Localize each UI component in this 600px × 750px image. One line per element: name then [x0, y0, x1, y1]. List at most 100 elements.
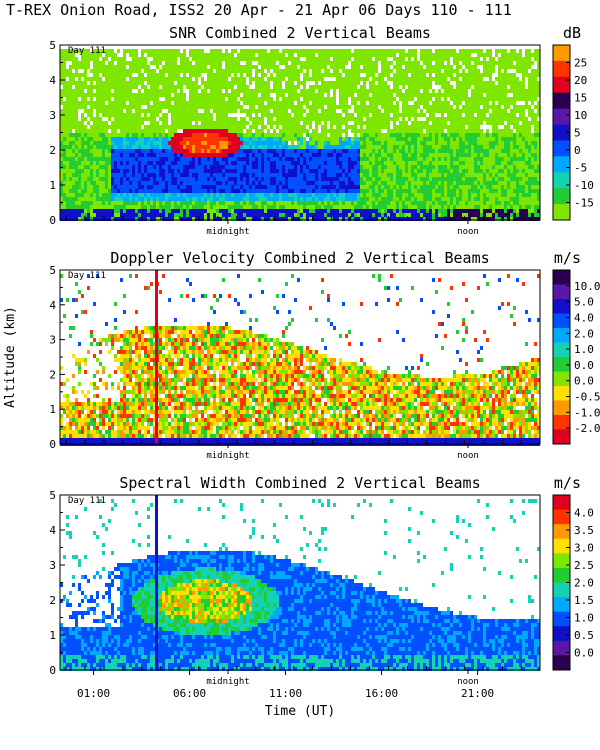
heatmap-cells — [60, 49, 540, 221]
colorbar-segment — [553, 328, 570, 343]
colorbar-segment — [553, 415, 570, 430]
colorbar-tick-label: 4.0 — [574, 507, 594, 520]
colorbar-tick-label: 0.0 — [574, 647, 594, 660]
colorbar-segment — [553, 386, 570, 401]
y-tick-label: 0 — [49, 664, 56, 677]
colorbar-segment — [553, 124, 570, 141]
colorbar-segment — [553, 92, 570, 110]
y-tick-label: 3 — [49, 559, 56, 572]
colorbar: 10.0 5.0 4.0 2.0 1.0 0.0 0.0 -0.5 -1.0 -2.0 — [552, 269, 600, 445]
y-tick-label: 0 — [49, 438, 56, 451]
units-label: dB — [563, 24, 581, 42]
colorbar-tick-label: -2.0 — [574, 422, 600, 435]
colorbar-segment — [553, 524, 570, 540]
colorbar-segment — [553, 582, 570, 598]
colorbar-segment — [553, 371, 570, 387]
colorbar-tick-label: 10.0 — [574, 280, 600, 293]
y-tick-label: 1 — [49, 629, 56, 642]
colorbar-tick-label: 5.0 — [574, 296, 594, 309]
colorbar-tick-label: 15 — [574, 92, 587, 105]
marker-label: noon — [457, 451, 479, 461]
y-tick-label: 0 — [49, 214, 56, 227]
colorbar-tick-label: 1.5 — [574, 594, 594, 607]
colorbar-segment — [553, 429, 570, 445]
colorbar-tick-label: -5 — [574, 162, 587, 175]
y-tick-label: 4 — [49, 524, 56, 537]
colorbar-tick-label: 1.0 — [574, 612, 594, 625]
x-tick-label: 16:00 — [365, 687, 398, 700]
colorbar-tick-label: 25 — [574, 57, 587, 70]
colorbar-segment — [553, 626, 570, 642]
y-tick-label: 2 — [49, 594, 56, 607]
y-tick-label: 2 — [49, 368, 56, 381]
colorbar-segment — [553, 342, 570, 358]
colorbar-tick-label: 0.0 — [574, 375, 594, 388]
units-label: m/s — [554, 474, 581, 492]
colorbar-tick-label: 2.0 — [574, 327, 594, 340]
colorbar-tick-label: 0.5 — [574, 629, 594, 642]
colorbar-segment — [553, 45, 570, 62]
colorbar: 25 20 15 10 5 0 -5 -10 -15 — [552, 44, 594, 221]
colorbar-segment — [553, 640, 570, 656]
colorbar-segment — [553, 140, 570, 157]
y-tick-label: 3 — [49, 334, 56, 347]
colorbar-tick-label: 20 — [574, 74, 587, 87]
colorbar-tick-label: 10 — [574, 109, 587, 122]
colorbar-tick-label: -15 — [574, 197, 594, 210]
panel-title: Doppler Velocity Combined 2 Vertical Bea… — [110, 249, 489, 267]
day-label: Day 111 — [68, 46, 106, 56]
colorbar-segment — [553, 156, 570, 173]
colorbar-tick-label: -0.5 — [574, 391, 600, 404]
panel-title: Spectral Width Combined 2 Vertical Beams — [119, 474, 480, 492]
colorbar-segment — [553, 313, 570, 329]
colorbar-segment — [553, 567, 570, 583]
colorbar-tick-label: 4.0 — [574, 311, 594, 324]
colorbar-tick-label: 0 — [574, 144, 581, 157]
colorbar-segment — [553, 188, 570, 205]
colorbar-segment — [553, 553, 570, 569]
panel-title: SNR Combined 2 Vertical Beams — [169, 24, 431, 42]
y-tick-label: 3 — [49, 109, 56, 122]
x-tick-label: 01:00 — [77, 687, 110, 700]
main-title: T-REX Onion Road, ISS2 20 Apr - 21 Apr 0… — [6, 1, 512, 19]
x-axis-label: Time (UT) — [265, 704, 335, 719]
colorbar-tick-label: 1.0 — [574, 343, 594, 356]
panels-group: SNR Combined 2 Vertical Beams dB 0 1 2 3 4 5 Day… — [3, 24, 600, 719]
x-tick-label: 21:00 — [461, 687, 494, 700]
colorbar-segment — [553, 284, 570, 300]
panel-1: SNR Combined 2 Vertical Beams dB 0 1 2 3 4 5 Day… — [49, 24, 594, 237]
y-tick-label: 5 — [49, 39, 56, 52]
colorbar-segment — [553, 509, 570, 525]
colorbar-segment — [553, 400, 570, 416]
day-label: Day 111 — [68, 496, 106, 506]
y-tick-label: 4 — [49, 74, 56, 87]
colorbar-segment — [553, 108, 570, 126]
colorbar: 4.0 3.5 3.0 2.5 2.0 1.5 1.0 0.5 0.0 — [552, 494, 594, 671]
colorbar-segment — [553, 495, 570, 511]
y-tick-label: 2 — [49, 144, 56, 157]
marker-label: noon — [457, 227, 479, 237]
marker-label: midnight — [206, 227, 249, 237]
colorbar-tick-label: 2.5 — [574, 559, 594, 572]
units-label: m/s — [554, 249, 581, 267]
colorbar-tick-label: 3.0 — [574, 542, 594, 555]
colorbar-tick-label: -1.0 — [574, 406, 600, 419]
colorbar-segment — [553, 611, 570, 627]
y-axis-label: Altitude (km) — [3, 306, 18, 408]
y-tick-label: 5 — [49, 489, 56, 502]
streak-mark — [155, 270, 158, 444]
streak-mark — [155, 495, 158, 670]
colorbar-tick-label: 2.0 — [574, 577, 594, 590]
colorbar-segment — [553, 538, 570, 554]
colorbar-segment — [553, 270, 570, 285]
colorbar-segment — [553, 60, 570, 78]
y-tick-label: 1 — [49, 403, 56, 416]
marker-label: noon — [457, 677, 479, 687]
heatmap-cells — [60, 274, 540, 446]
colorbar-segment — [553, 76, 570, 94]
marker-label: midnight — [206, 451, 249, 461]
y-tick-label: 5 — [49, 264, 56, 277]
x-tick-label: 11:00 — [269, 687, 302, 700]
colorbar-tick-label: 0.0 — [574, 359, 594, 372]
